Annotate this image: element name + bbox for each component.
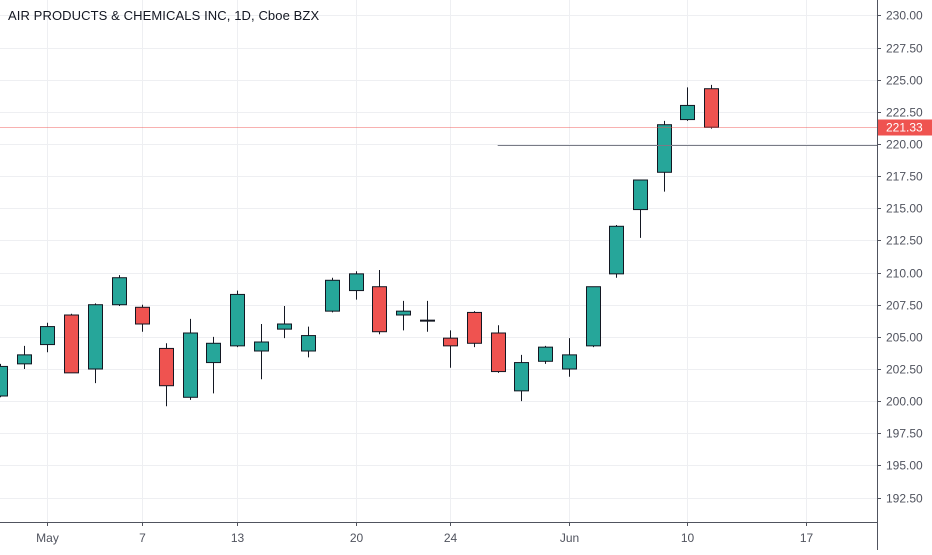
- candle-body: [183, 332, 198, 398]
- candle-body: [467, 311, 482, 344]
- candle: [230, 290, 245, 348]
- candle: [325, 277, 340, 313]
- candle: [396, 300, 411, 331]
- candle-body: [64, 314, 79, 374]
- candle: [112, 275, 127, 306]
- x-tick-label: 17: [800, 531, 814, 545]
- y-tick-label: 215.00: [886, 202, 923, 216]
- y-tick-label: 205.00: [886, 331, 923, 345]
- grid-lines: [0, 0, 877, 522]
- candle-body: [443, 337, 458, 347]
- candle-body: [254, 341, 269, 352]
- candle-body: [538, 346, 553, 362]
- y-tick-label: 220.00: [886, 138, 923, 152]
- candle-body: [40, 326, 55, 346]
- x-tick-label: 10: [681, 531, 695, 545]
- candles: [0, 84, 719, 407]
- candle: [420, 300, 435, 332]
- candle: [514, 354, 529, 402]
- candle: [443, 330, 458, 368]
- candle: [135, 304, 150, 332]
- candle-body: [657, 124, 672, 173]
- candle-body: [491, 332, 506, 373]
- candle: [562, 338, 577, 377]
- y-tick-label: 192.50: [886, 492, 923, 506]
- candle: [349, 271, 364, 300]
- candle-body: [17, 354, 32, 365]
- last-price-label: 221.33: [886, 121, 923, 135]
- candle: [64, 313, 79, 374]
- candle: [183, 318, 198, 400]
- candle-body: [609, 225, 624, 275]
- candle: [609, 225, 624, 278]
- y-tick-label: 217.50: [886, 170, 923, 184]
- candle: [491, 325, 506, 373]
- y-tick-label: 197.50: [886, 427, 923, 441]
- candle-body: [301, 335, 316, 352]
- candle: [372, 270, 387, 335]
- candle: [206, 336, 221, 394]
- candle-body: [372, 286, 387, 333]
- x-tick-label: 13: [231, 531, 245, 545]
- candle-body: [586, 286, 601, 347]
- candle: [657, 120, 672, 192]
- x-tick-label: 20: [350, 531, 364, 545]
- candle: [254, 324, 269, 380]
- candle-body: [88, 304, 103, 370]
- candle: [0, 363, 8, 398]
- x-tick-label: 24: [444, 531, 458, 545]
- y-tick-label: 210.00: [886, 267, 923, 281]
- y-tick-label: 225.00: [886, 74, 923, 88]
- candle-body: [680, 104, 695, 121]
- candle-body: [396, 310, 411, 316]
- candle: [159, 343, 174, 407]
- candle: [88, 303, 103, 384]
- candle: [704, 84, 719, 129]
- candle: [467, 311, 482, 348]
- candle-body: [420, 319, 435, 322]
- y-tick-label: 202.50: [886, 363, 923, 377]
- candle-body: [0, 365, 8, 397]
- x-tick-label: 7: [139, 531, 146, 545]
- candle-body: [112, 277, 127, 306]
- candle: [586, 286, 601, 348]
- y-tick-label: 222.50: [886, 106, 923, 120]
- last-price-tag: [878, 119, 932, 136]
- x-tick-label: Jun: [560, 531, 579, 545]
- candle-body: [562, 354, 577, 370]
- candle: [301, 326, 316, 358]
- y-tick-label: 195.00: [886, 459, 923, 473]
- candle-body: [206, 342, 221, 364]
- y-tick-label: 200.00: [886, 395, 923, 409]
- y-tick-label: 227.50: [886, 42, 923, 56]
- candle-body: [349, 273, 364, 292]
- candle-body: [325, 279, 340, 312]
- y-tick-label: 207.50: [886, 299, 923, 313]
- y-tick-label: 212.50: [886, 234, 923, 248]
- x-tick-label: May: [36, 531, 59, 545]
- candle: [680, 87, 695, 121]
- candle: [40, 322, 55, 353]
- candle: [538, 345, 553, 364]
- candle: [277, 306, 292, 339]
- candle-body: [277, 323, 292, 330]
- candle: [633, 179, 648, 238]
- candle-body: [704, 88, 719, 128]
- candle-body: [135, 306, 150, 325]
- y-tick-label: 230.00: [886, 9, 923, 23]
- candle: [17, 345, 32, 369]
- candle-body: [633, 179, 648, 211]
- candle-body: [230, 293, 245, 347]
- candle-body: [159, 347, 174, 387]
- candle-body: [514, 362, 529, 392]
- price-lines: [0, 127, 877, 146]
